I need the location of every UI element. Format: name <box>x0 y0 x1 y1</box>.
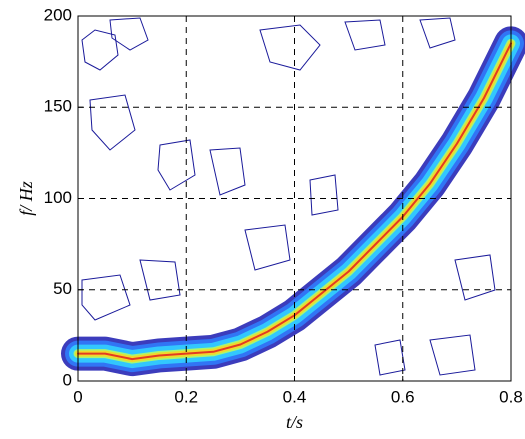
x-axis-label: t/s <box>286 412 303 432</box>
noise-contours <box>81 17 496 376</box>
x-tick-label: 0 <box>73 387 82 406</box>
x-tick-label: 0.8 <box>499 387 523 406</box>
y-tick-label: 0 <box>63 370 72 389</box>
x-tick-label: 0.2 <box>174 387 198 406</box>
y-tick-label: 200 <box>44 5 72 24</box>
x-tick-label: 0.4 <box>283 387 307 406</box>
y-axis-label: f/ Hz <box>16 181 36 216</box>
y-tick-label: 150 <box>44 97 72 116</box>
y-tick-label: 100 <box>44 188 72 207</box>
x-tick-label: 0.6 <box>391 387 415 406</box>
y-tick-label: 50 <box>53 279 72 298</box>
plot-frame <box>77 15 512 382</box>
